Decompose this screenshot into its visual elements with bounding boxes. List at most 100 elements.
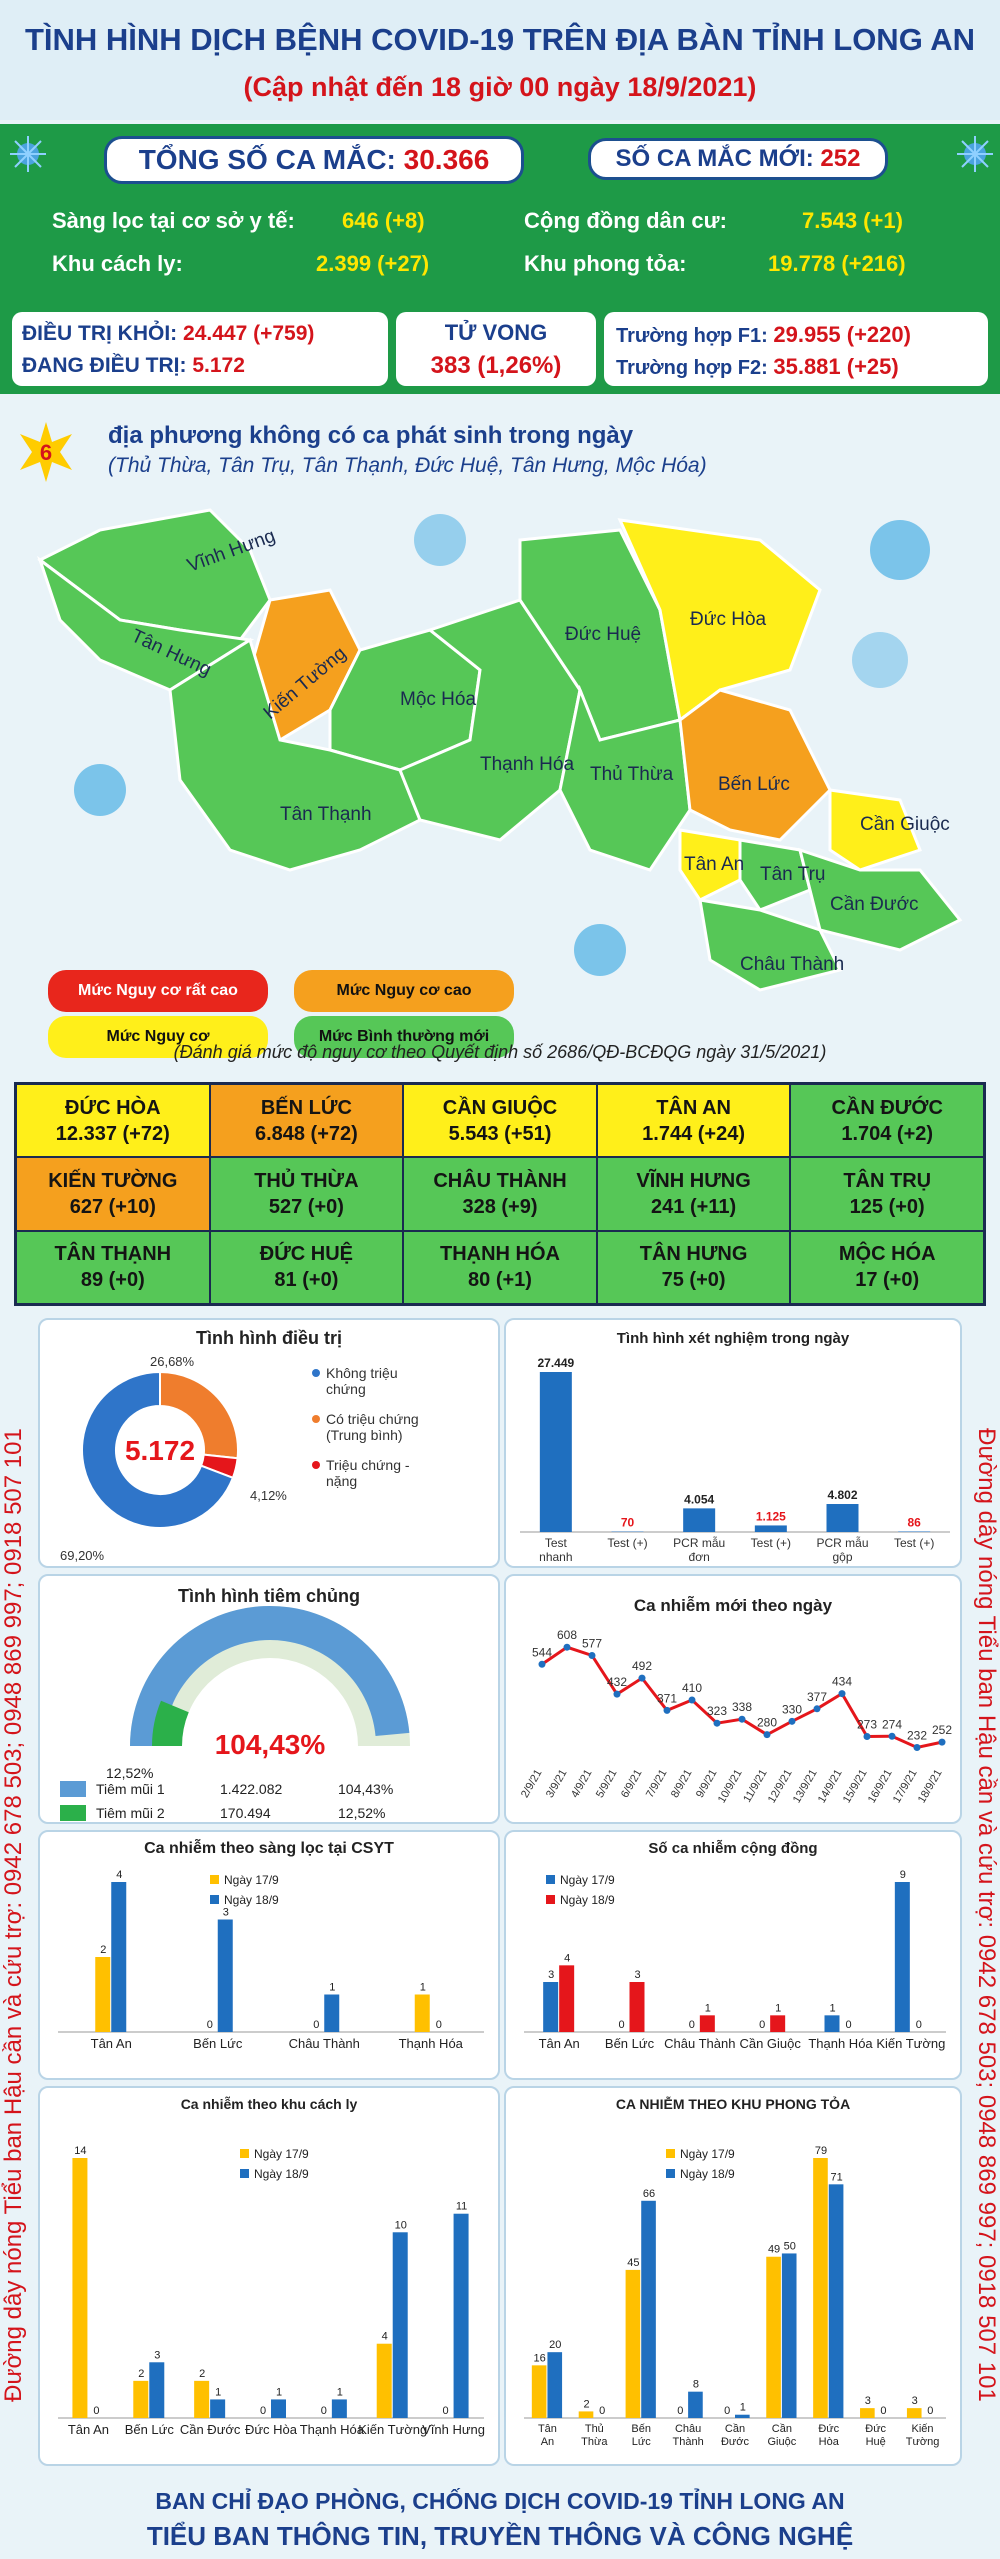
risk-note: (Đánh giá mức độ nguy cơ theo Quyết định… <box>173 1042 827 1062</box>
chart-title: CA NHIỄM THEO KHU PHONG TỎA <box>615 2096 851 2112</box>
tick-label: Huệ <box>866 2436 886 2448</box>
data-label: 410 <box>682 1681 702 1695</box>
district-name: VĨNH HƯNG <box>636 1169 751 1192</box>
legend-label: Ngày 18/9 <box>254 2167 309 2181</box>
district-cell: TÂN TRỤ 125 (+0) <box>790 1157 984 1231</box>
bar <box>894 1882 910 2032</box>
district-cell: CẦN ĐƯỚC 1.704 (+2) <box>790 1084 984 1158</box>
chart-title: Tình hình tiêm chủng <box>178 1586 360 1606</box>
district-cell: TÂN AN 1.744 (+24) <box>596 1084 791 1158</box>
row-value: 1.422.082 <box>220 1781 282 1797</box>
district-value: 328 (+9) <box>462 1195 538 1218</box>
district-cell: KIẾN TƯỜNG 627 (+10) <box>16 1157 210 1231</box>
data-label: 16 <box>534 2352 546 2364</box>
district-value: 81 (+0) <box>274 1269 339 1292</box>
panel-daily: Ca nhiễm mới theo ngày 544 2/9/21 608 3/9/2… <box>504 1574 962 1824</box>
data-label: 20 <box>549 2339 561 2351</box>
district-value: 527 (+0) <box>268 1195 344 1218</box>
district-cell: CẦN GIUỘC 5.543 (+51) <box>403 1084 597 1158</box>
bar <box>860 2408 875 2418</box>
data-label: 50 <box>784 2240 796 2252</box>
district-name: TÂN AN <box>656 1096 731 1119</box>
data-label: 2 <box>199 2368 205 2380</box>
data-label: 377 <box>807 1690 827 1704</box>
data-label: 338 <box>732 1700 752 1714</box>
district-name: TÂN TRỤ <box>843 1169 932 1192</box>
tick-label: Cần <box>772 2423 792 2435</box>
legend-marker <box>546 1895 555 1904</box>
legend-marker <box>60 1781 86 1797</box>
district-cell: ĐỨC HUỆ 81 (+0) <box>209 1230 404 1304</box>
data-point <box>588 1651 596 1659</box>
data-label: 323 <box>707 1704 727 1718</box>
data-point <box>688 1696 696 1704</box>
district-value: 17 (+0) <box>855 1269 920 1292</box>
legend-label: Ngày 17/9 <box>680 2147 735 2161</box>
slice-label: 69,20% <box>60 1548 105 1563</box>
data-label: 0 <box>443 2405 449 2417</box>
legend-marker <box>546 1875 555 1884</box>
legend-very-high: Mức Nguy cơ rất cao <box>48 970 268 1012</box>
footer-line-2: TIỂU BAN THÔNG TIN, TRUYỀN THÔNG VÀ CÔNG… <box>146 2521 854 2551</box>
data-label: 330 <box>782 1702 802 1716</box>
panel-quarantine: Ca nhiễm theo khu cách ly 14 0 Tân An 2 3 Bến… <box>38 2086 500 2466</box>
data-label: 2 <box>138 2368 144 2380</box>
row-pct: 12,52% <box>338 1805 385 1821</box>
legend-marker <box>666 2169 675 2178</box>
map-region-thu-thua <box>558 684 692 872</box>
data-label: 4 <box>564 1952 570 1964</box>
tick-label: Test (+) <box>607 1536 647 1550</box>
district-name: ĐỨC HÒA <box>65 1096 161 1119</box>
map-label: Đức Hòa <box>690 609 767 630</box>
bar <box>547 2352 563 2418</box>
panel-vaccination: Tình hình tiêm chủng 104,43% 12,52% Tiêm m… <box>38 1574 500 1824</box>
chart-title: Ca nhiễm theo khu cách ly <box>180 2096 358 2112</box>
tick-label: Lức <box>632 2436 651 2448</box>
data-point <box>788 1717 796 1725</box>
district-name: BẾN LỨC <box>260 1096 352 1119</box>
data-label: 0 <box>916 2019 922 2031</box>
data-label: 0 <box>599 2405 605 2417</box>
tick-label: 18/9/21 <box>916 1768 945 1806</box>
source-label: Cộng đồng dân cư: <box>524 208 727 233</box>
bar <box>194 2380 210 2418</box>
panel-treatment: Tình hình điều trị 5.172 26,68% 4,12% 69,20… <box>38 1318 500 1568</box>
data-label: 1 <box>337 2386 343 2398</box>
tick-label: Đức Hòa <box>245 2422 298 2437</box>
data-point <box>838 1690 846 1698</box>
no-case-list: (Thủ Thừa, Tân Trụ, Tân Thạnh, Đức Huệ, … <box>108 454 707 477</box>
data-label: 70 <box>621 1516 635 1530</box>
page-header: TÌNH HÌNH DỊCH BỆNH COVID-19 TRÊN ĐỊA BÀ… <box>0 0 1000 120</box>
district-cell: TÂN HƯNG 75 (+0) <box>596 1230 791 1304</box>
bar <box>133 2380 149 2418</box>
tick-label: đơn <box>689 1550 710 1564</box>
bar <box>543 1982 559 2032</box>
map-label: Thủ Thừa <box>590 764 674 785</box>
bar <box>72 2158 88 2418</box>
bar <box>210 2399 226 2418</box>
tick-label: 8/9/21 <box>669 1768 695 1800</box>
tick-label: 2/9/21 <box>519 1768 545 1800</box>
map-label: Bến Lức <box>718 774 790 795</box>
data-label: 3 <box>912 2395 918 2407</box>
footer-line-1: BAN CHỈ ĐẠO PHÒNG, CHỐNG DỊCH COVID-19 T… <box>155 2488 845 2514</box>
bar <box>149 2362 165 2418</box>
province-map: Vĩnh Hưng Tân Hưng Kiến Tường Mộc Hóa Tâ… <box>37 508 963 992</box>
page-subtitle: (Cập nhật đến 18 giờ 00 ngày 18/9/2021) <box>243 72 757 102</box>
bar <box>906 2408 922 2418</box>
district-value: 1.704 (+2) <box>841 1122 934 1145</box>
recovered-label: ĐIỀU TRỊ KHỎI: <box>22 322 178 345</box>
data-point <box>913 1743 921 1751</box>
data-label: 0 <box>927 2405 933 2417</box>
virus-icon <box>8 134 48 179</box>
bar <box>824 2015 840 2032</box>
legend-label: Có triệu chứng (Trung bình) <box>326 1411 419 1443</box>
district-value: 627 (+10) <box>69 1195 156 1218</box>
district-value: 1.744 (+24) <box>642 1122 746 1145</box>
bar <box>414 1994 430 2032</box>
gauge-dose1 <box>130 1606 410 1746</box>
bar <box>453 2213 469 2418</box>
legend-risk: Mức Nguy cơ <box>48 1016 268 1058</box>
tick-label: 4/9/21 <box>569 1768 595 1800</box>
district-name: KIẾN TƯỜNG <box>48 1169 178 1192</box>
